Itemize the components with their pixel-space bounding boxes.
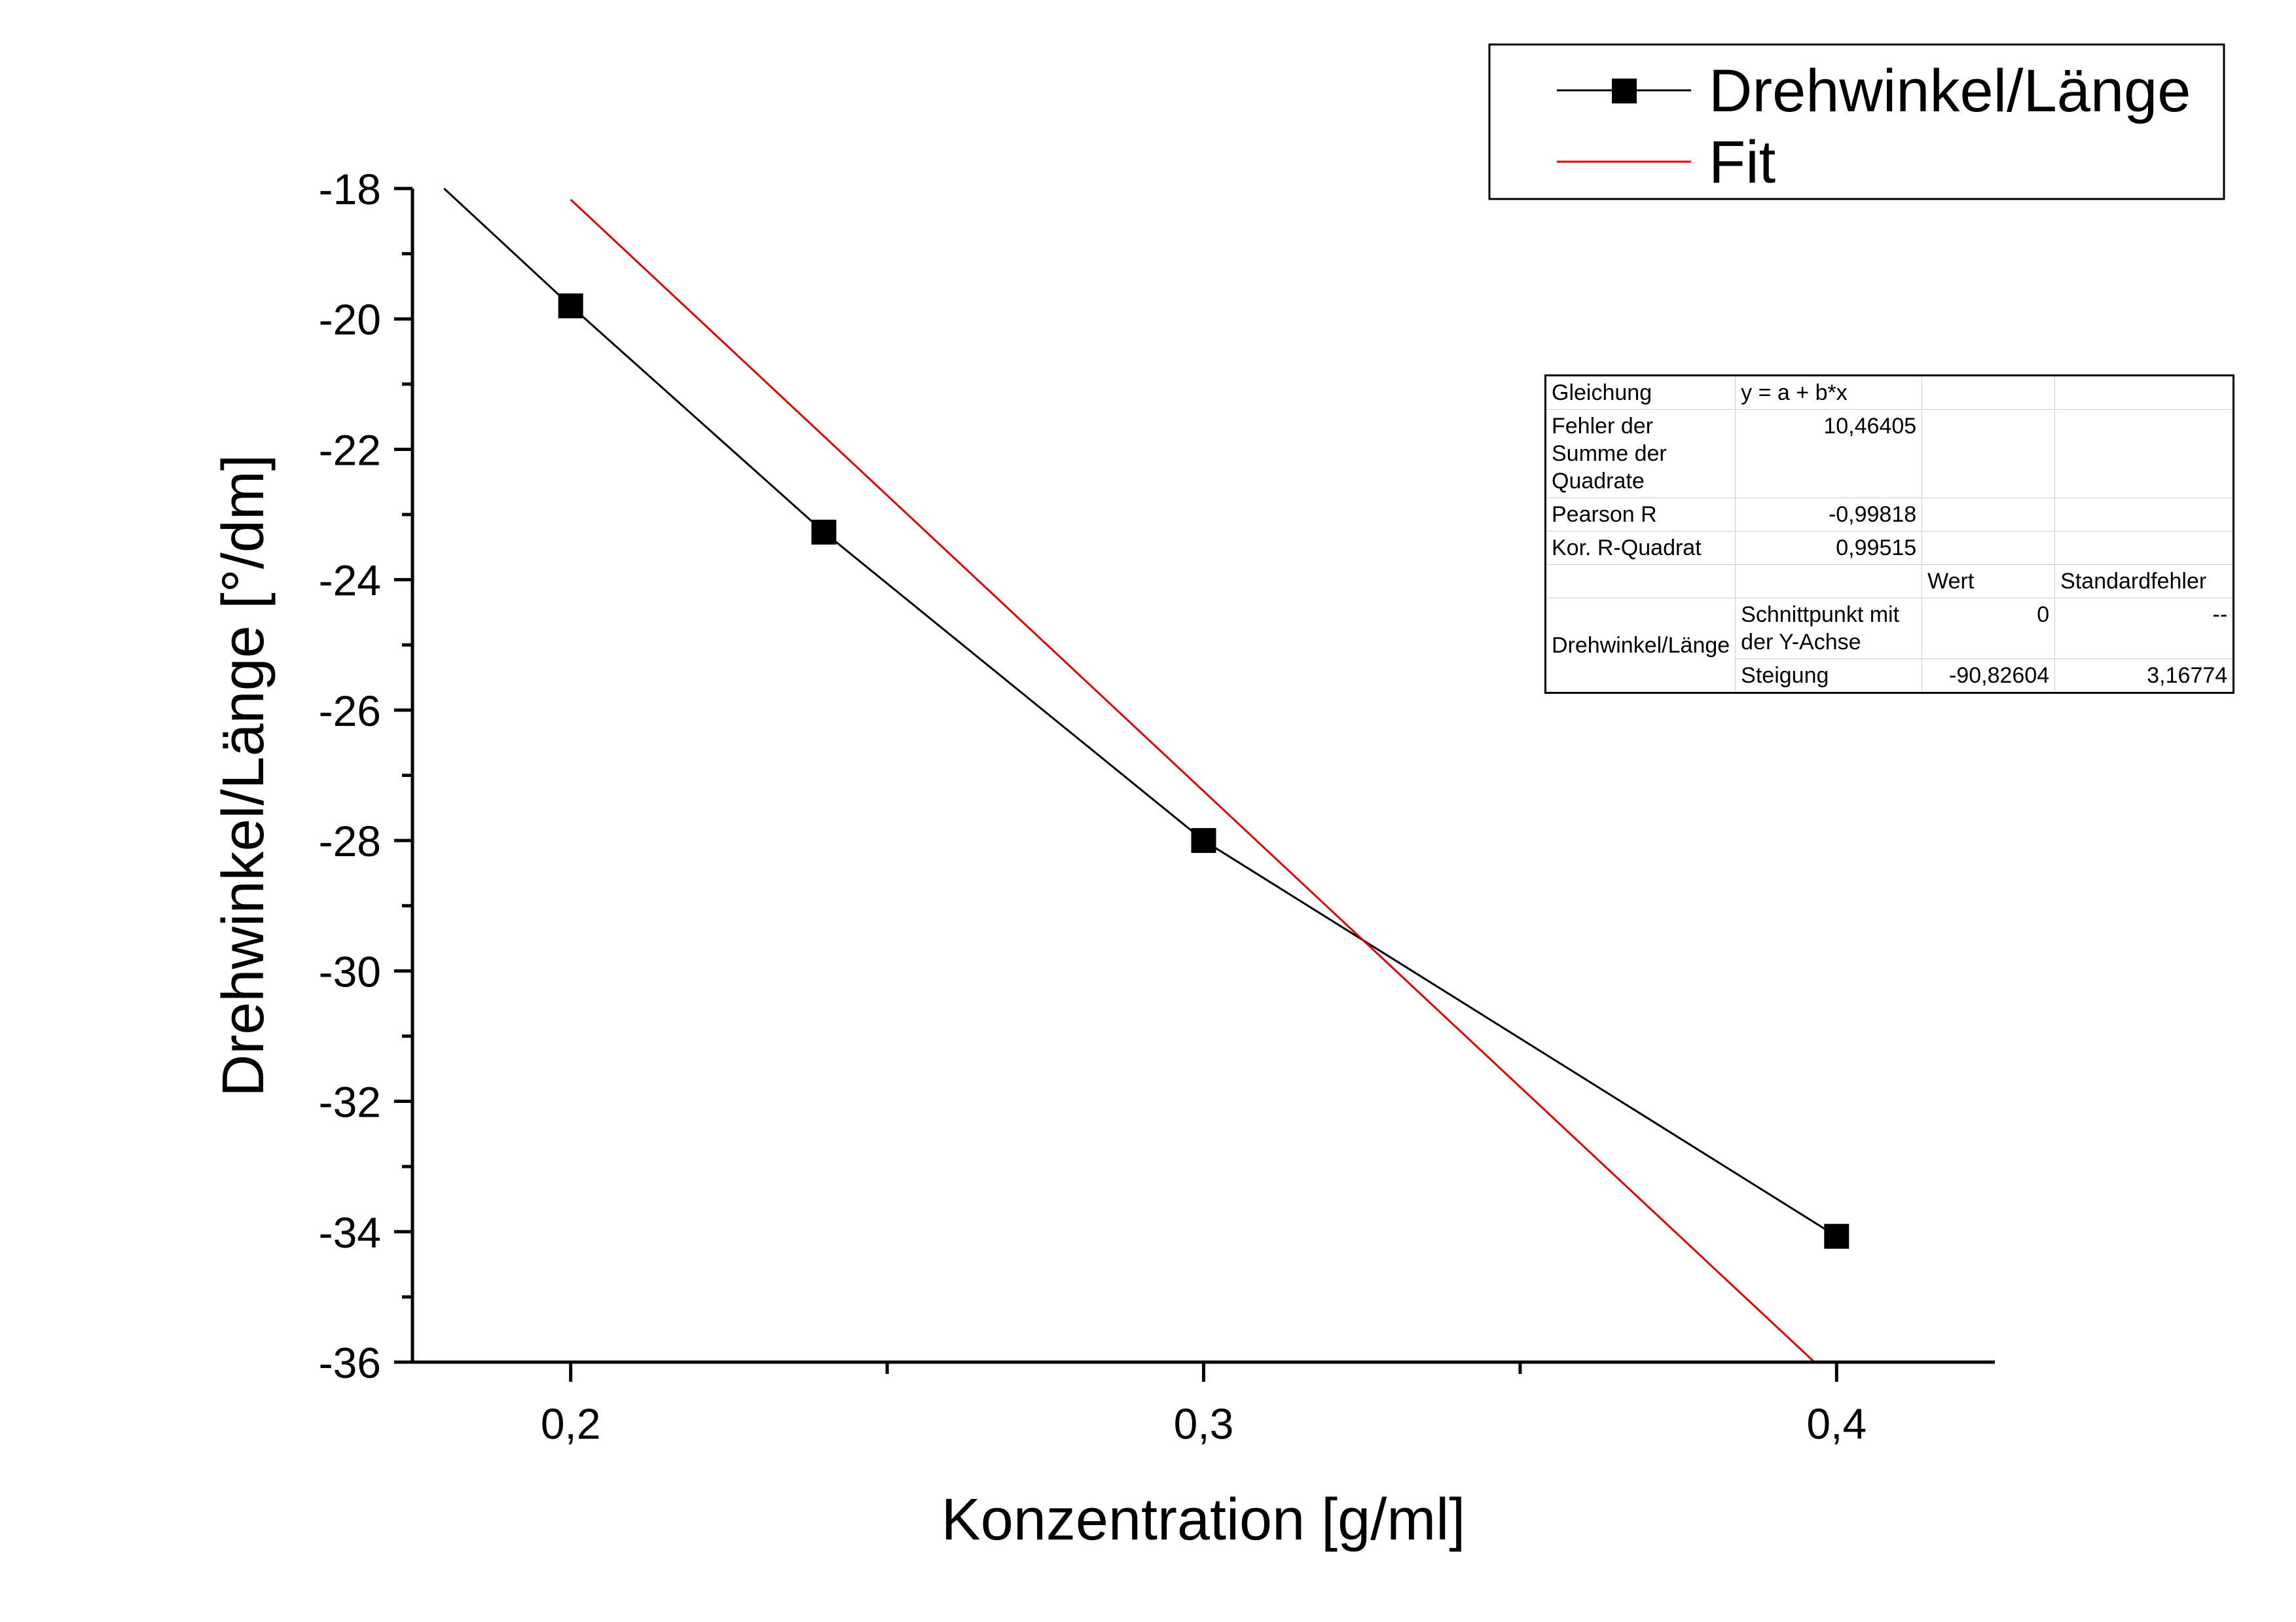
table-cell: Steigung xyxy=(1735,658,1923,693)
y-tick-label: -34 xyxy=(319,1208,381,1257)
series-line-drehwinkel xyxy=(443,187,1838,1238)
axes: -36 -34 -32 -30 -28 -26 -24 -22 -20 -18 0,2 0,3 0,4 xyxy=(319,165,1995,1448)
y-tick-label: -32 xyxy=(319,1078,381,1126)
table-cell xyxy=(2054,497,2234,532)
table-cell: Pearson R xyxy=(1544,497,1736,532)
data-point xyxy=(1191,828,1216,854)
y-tick-label: -24 xyxy=(319,556,381,605)
table-cell xyxy=(2054,531,2234,565)
legend-box xyxy=(1488,43,2225,200)
table-cell: 0,99515 xyxy=(1735,531,1923,565)
x-tick-label: 0,3 xyxy=(1174,1399,1234,1448)
y-tick-label: -28 xyxy=(319,817,381,865)
table-cell xyxy=(1922,497,2056,532)
table-cell: y = a + b*x xyxy=(1735,375,1923,410)
table-cell xyxy=(2054,409,2234,498)
table-cell: Wert xyxy=(1922,564,2056,598)
y-tick-label: -26 xyxy=(319,687,381,735)
table-cell: Kor. R-Quadrat xyxy=(1544,531,1736,565)
y-tick-label: -36 xyxy=(319,1339,381,1387)
y-tick-label: -22 xyxy=(319,425,381,474)
y-tick-label: -30 xyxy=(319,947,381,996)
table-row: Fehler der Summe der Quadrate 10,46405 xyxy=(1544,409,2234,498)
table-cell: 0 xyxy=(1922,598,2056,659)
table-cell: Fehler der Summe der Quadrate xyxy=(1544,409,1736,498)
table-cell xyxy=(1544,564,1736,598)
x-tick-label: 0,4 xyxy=(1806,1399,1867,1448)
table-row: Kor. R-Quadrat 0,99515 xyxy=(1544,531,2234,565)
table-cell: -90,82604 xyxy=(1922,658,2056,693)
table-cell: -0,99818 xyxy=(1735,497,1923,532)
table-cell: Drehwinkel/Länge xyxy=(1544,598,1736,693)
table-row: Drehwinkel/Länge Schnittpunkt mit der Y-… xyxy=(1544,598,2234,693)
legend: Drehwinkel/Länge Fit xyxy=(1488,43,2225,200)
table-cell: Gleichung xyxy=(1544,375,1736,410)
data-point xyxy=(811,519,837,545)
table-cell: 10,46405 xyxy=(1735,409,1923,498)
table-row: Wert Standardfehler xyxy=(1544,564,2234,598)
table-row: Gleichung y = a + b*x xyxy=(1544,375,2234,410)
table-cell xyxy=(1735,564,1923,598)
y-tick-label: -20 xyxy=(319,295,381,344)
table-cell xyxy=(1922,409,2056,498)
y-axis-title: Drehwinkel/Länge [°/dm] xyxy=(211,454,276,1096)
table-row: Pearson R -0,99818 xyxy=(1544,497,2234,532)
table-cell: Schnittpunkt mit der Y-Achse xyxy=(1735,598,1923,659)
x-axis-title: Konzentration [g/ml] xyxy=(941,1487,1465,1553)
legend-label-fit: Fit xyxy=(1709,129,1776,196)
fit-results-table: Gleichung y = a + b*x Fehler der Summe d… xyxy=(1544,374,2235,694)
table-row: Steigung -90,82604 3,16774 xyxy=(1546,658,2234,693)
table-cell xyxy=(1922,375,2056,410)
table-cell: Standardfehler xyxy=(2054,564,2234,598)
table-cell xyxy=(1922,531,2056,565)
table-cell xyxy=(2054,375,2234,410)
data-point xyxy=(558,293,583,319)
plot-area xyxy=(443,187,1850,1363)
y-tick-label: -18 xyxy=(319,165,381,213)
series-line-fit xyxy=(570,198,1815,1363)
x-tick-label: 0,2 xyxy=(541,1399,601,1448)
table-cell: 3,16774 xyxy=(2054,658,2234,693)
legend-label-drehwinkel: Drehwinkel/Länge xyxy=(1709,58,2191,124)
legend-marker-drehwinkel xyxy=(1612,79,1637,103)
data-point xyxy=(1824,1223,1850,1249)
table-cell: -- xyxy=(2054,598,2234,659)
